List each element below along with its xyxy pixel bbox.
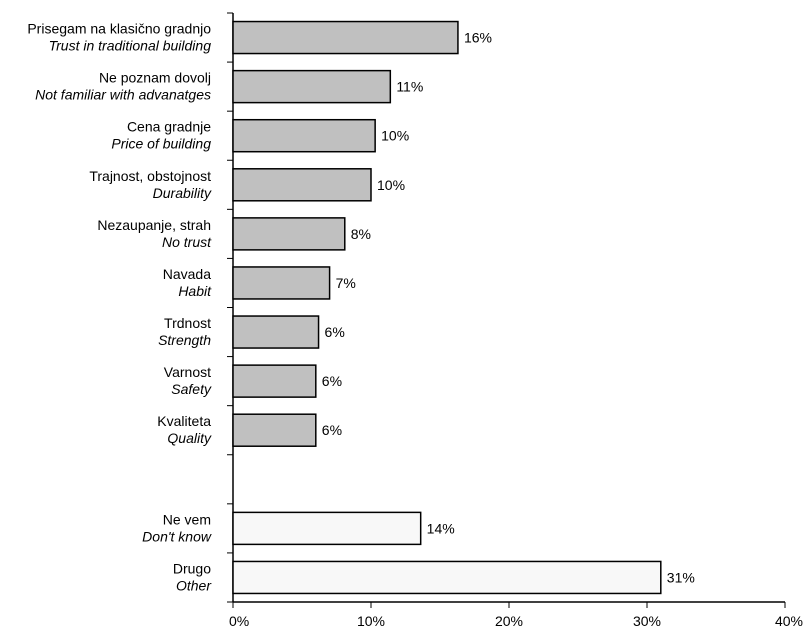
x-tick-label: 30% — [633, 613, 661, 629]
category-label: Cena gradnje — [127, 119, 211, 135]
bar-value-label: 14% — [427, 520, 455, 536]
bar-value-label: 16% — [464, 30, 492, 46]
bar-value-label: 6% — [322, 422, 342, 438]
bar — [232, 118, 376, 153]
bar — [232, 168, 372, 202]
bar-value-label: 6% — [322, 373, 342, 389]
category-sublabel: Trust in traditional building — [49, 38, 212, 54]
category-sublabel: Price of building — [111, 136, 211, 152]
bar-value-label: 6% — [325, 324, 345, 340]
bar — [232, 413, 317, 447]
bar — [232, 560, 662, 595]
bar-value-label: 7% — [336, 275, 356, 291]
category-label: Ne poznam dovolj — [99, 70, 211, 86]
bar — [232, 20, 459, 55]
category-label: Navada — [163, 266, 211, 282]
category-sublabel: No trust — [162, 234, 212, 250]
bar — [232, 69, 392, 104]
category-sublabel: Habit — [178, 283, 212, 299]
bar-value-label: 10% — [377, 177, 405, 193]
category-label: Prisegam na klasično gradnjo — [27, 21, 211, 37]
chart-axes: 0% 10% 20% 30% 40% — [227, 12, 803, 629]
x-tick-label: 40% — [775, 613, 803, 629]
bar — [232, 315, 320, 349]
category-label: Nezaupanje, strah — [97, 217, 211, 233]
category-label: Trdnost — [164, 315, 211, 331]
bar-value-label: 11% — [396, 79, 423, 95]
bar — [232, 511, 422, 546]
category-sublabel: Not familiar with advanatges — [35, 87, 211, 103]
category-sublabel: Quality — [167, 430, 212, 446]
bar — [232, 364, 317, 398]
x-tick-label: 10% — [357, 613, 385, 629]
category-sublabel: Other — [176, 577, 212, 593]
bar — [232, 217, 346, 251]
category-label: Trajnost, obstojnost — [89, 168, 211, 184]
category-label: Varnost — [164, 364, 211, 380]
bar-value-label: 8% — [351, 226, 371, 242]
x-tick-label: 20% — [495, 613, 523, 629]
chart-bars — [232, 20, 662, 595]
category-sublabel: Safety — [171, 381, 212, 397]
x-tick-label: 0% — [229, 613, 249, 629]
category-sublabel: Durability — [153, 185, 212, 201]
category-label: Drugo — [173, 560, 211, 576]
category-sublabel: Don't know — [142, 528, 212, 544]
category-label: Kvaliteta — [157, 413, 211, 429]
category-label: Ne vem — [163, 511, 211, 527]
category-sublabel: Strength — [158, 332, 211, 348]
bar-value-label: 31% — [667, 569, 695, 585]
bar-value-label: 10% — [381, 128, 409, 144]
bar — [232, 266, 331, 300]
